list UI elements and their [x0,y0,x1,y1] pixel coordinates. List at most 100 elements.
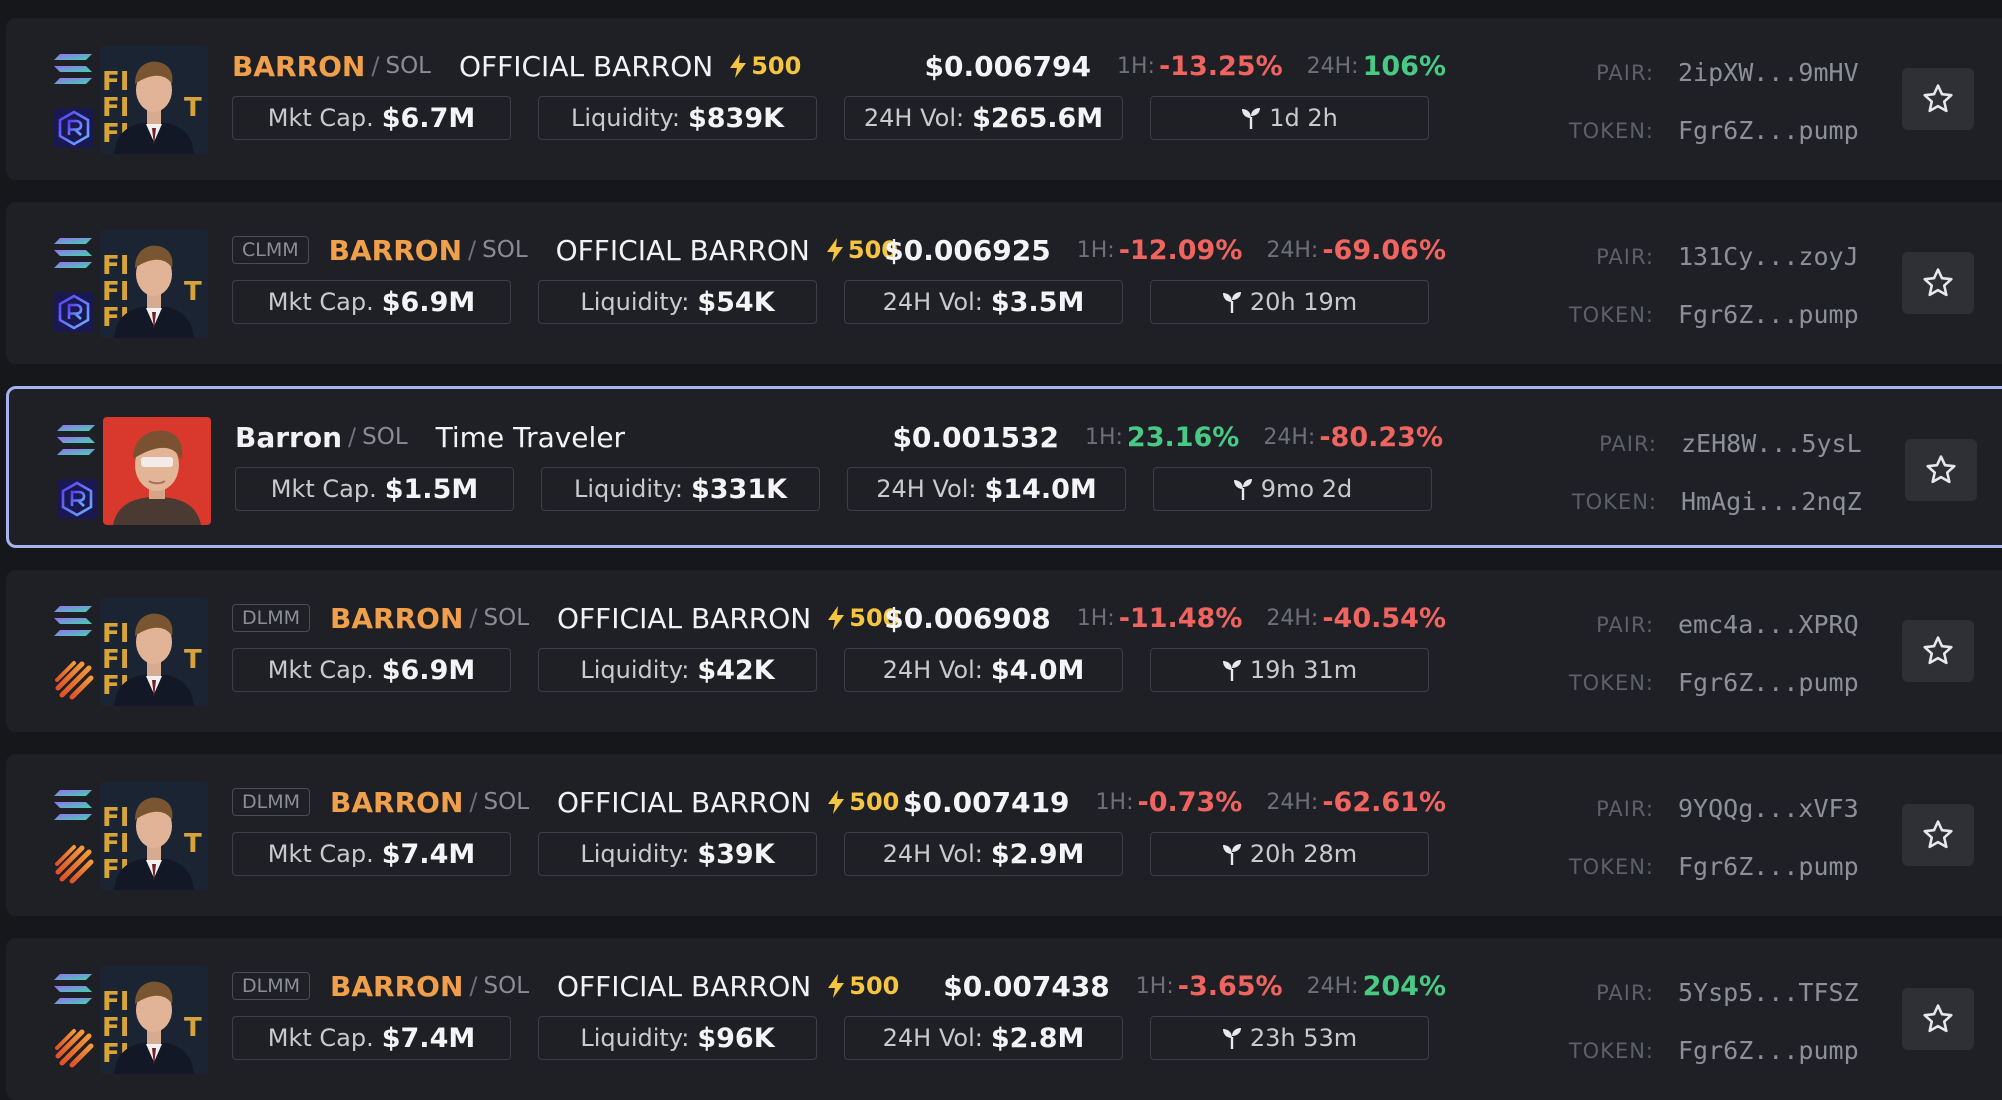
pair-address[interactable]: PAIR: 2ipXW...9mHV [1564,58,1859,87]
boost-badge[interactable]: 500 [827,604,899,632]
change-1h: -0.73% [1137,786,1243,818]
favorite-button[interactable] [1902,252,1974,314]
token-address-value[interactable]: Fgr6Z...pump [1678,852,1859,881]
base-symbol: BARRON [330,601,464,635]
liquidity: Liquidity: $96K [538,1016,817,1060]
solana-icon [54,790,92,820]
pair-address-value[interactable]: zEH8W...5ysL [1681,429,1862,458]
lightning-icon [826,238,843,262]
token-address-value[interactable]: Fgr6Z...pump [1678,300,1859,329]
favorite-button[interactable] [1905,439,1977,501]
base-symbol: BARRON [232,49,366,83]
token-address[interactable]: TOKEN: Fgr6Z...pump [1564,668,1859,697]
pair-row[interactable]: FI FI FI T DLMM BARRON / SOL OFFICIAL BARRO… [6,570,2002,732]
pair-row[interactable]: FI FI FI T CLMM BARRON / SOL OFFICIAL BARRO… [6,202,2002,364]
pair-address-value[interactable]: 9YQQg...xVF3 [1678,794,1859,823]
sprout-icon [1222,1028,1241,1049]
pair-address[interactable]: PAIR: zEH8W...5ysL [1567,429,1862,458]
market-cap-value: $7.4M [381,838,476,870]
lightning-icon [730,54,747,78]
pair-age: 1d 2h [1150,96,1429,140]
token-address[interactable]: TOKEN: HmAgi...2nqZ [1567,487,1862,516]
boost-badge[interactable]: 500 [826,236,898,264]
market-cap: Mkt Cap. $7.4M [232,1016,511,1060]
pair-address-value[interactable]: 5Ysp5...TFSZ [1678,978,1859,1007]
token-address-value[interactable]: HmAgi...2nqZ [1681,487,1862,516]
token-label: TOKEN: [1568,670,1654,695]
boost-badge[interactable]: 500 [729,52,801,80]
token-label: TOKEN: [1568,854,1654,879]
token-name: OFFICIAL BARRON [555,233,810,267]
token-address[interactable]: TOKEN: Fgr6Z...pump [1564,116,1859,145]
change-24h: -69.06% [1322,234,1446,266]
liquidity-value: $54K [697,286,775,318]
favorite-button[interactable] [1902,68,1974,130]
liquidity-label: Liquidity: [573,475,683,503]
price-usd: $0.007419 [903,785,1070,819]
star-icon [1923,1004,1953,1033]
volume-value: $265.6M [972,102,1104,134]
pair-address-value[interactable]: emc4a...XPRQ [1678,610,1859,639]
pair-row[interactable]: Barron / SOL Time Traveler $0.001532 1H:… [6,386,2002,548]
pair-row[interactable]: FI FI FI T BARRON / SOL OFFICIAL BARRON 500… [6,18,2002,180]
pair-age: 19h 31m [1150,648,1429,692]
favorite-button[interactable] [1902,620,1974,682]
liquidity-value: $42K [697,654,775,686]
change-1h-label: 1H: [1117,53,1155,79]
boost-badge[interactable]: 500 [827,788,899,816]
pair-slash: / [469,604,478,632]
meteora-icon [55,661,94,700]
volume-24h: 24H Vol: $265.6M [844,96,1123,140]
market-cap: Mkt Cap. $6.7M [232,96,511,140]
boost-badge[interactable]: 500 [827,972,899,1000]
pair-slash: / [468,236,477,264]
pair-address[interactable]: PAIR: 9YQQg...xVF3 [1564,794,1859,823]
pair-address[interactable]: PAIR: 131Cy...zoyJ [1564,242,1859,271]
token-address[interactable]: TOKEN: Fgr6Z...pump [1564,300,1859,329]
svg-text:FI: FI [102,1013,129,1043]
liquidity-label: Liquidity: [570,104,680,132]
token-address-value[interactable]: Fgr6Z...pump [1678,116,1859,145]
pair-age-value: 1d 2h [1269,104,1338,132]
svg-text:T: T [184,277,202,307]
quote-symbol: SOL [483,605,530,631]
market-cap-label: Mkt Cap. [267,840,374,868]
change-24h-label: 24H: [1266,237,1319,263]
pair-row[interactable]: FI FI FI T DLMM BARRON / SOL OFFICIAL BARRO… [6,938,2002,1100]
change-24h: -80.23% [1319,421,1443,453]
market-cap: Mkt Cap. $7.4M [232,832,511,876]
change-24h-label: 24H: [1263,424,1316,450]
star-icon [1923,820,1953,849]
pair-row[interactable]: FI FI FI T DLMM BARRON / SOL OFFICIAL BARRO… [6,754,2002,916]
token-avatar: FI FI FI T [100,782,208,890]
token-address-value[interactable]: Fgr6Z...pump [1678,1036,1859,1065]
pair-address[interactable]: PAIR: 5Ysp5...TFSZ [1564,978,1859,1007]
svg-text:FI: FI [102,803,129,833]
market-cap-value: $6.9M [381,654,476,686]
token-address[interactable]: TOKEN: Fgr6Z...pump [1564,1036,1859,1065]
favorite-button[interactable] [1902,988,1974,1050]
token-name: Time Traveler [435,420,626,454]
base-symbol: BARRON [330,785,464,819]
change-1h: -11.48% [1118,602,1243,634]
favorite-button[interactable] [1902,804,1974,866]
solana-icon [57,425,95,455]
sprout-icon [1242,108,1261,129]
liquidity-label: Liquidity: [580,1024,690,1052]
pair-address-value[interactable]: 2ipXW...9mHV [1678,58,1859,87]
pair-label: PAIR: [1596,60,1654,85]
token-label: TOKEN: [1571,489,1657,514]
pair-address[interactable]: PAIR: emc4a...XPRQ [1564,610,1859,639]
svg-text:FI: FI [102,277,129,307]
liquidity: Liquidity: $39K [538,832,817,876]
market-cap-label: Mkt Cap. [267,656,374,684]
volume-value: $2.9M [990,838,1085,870]
pair-address-value[interactable]: 131Cy...zoyJ [1678,242,1859,271]
svg-text:FI: FI [102,93,129,123]
token-address-value[interactable]: Fgr6Z...pump [1678,668,1859,697]
meteora-icon [55,845,94,884]
pair-slash: / [469,788,478,816]
token-address[interactable]: TOKEN: Fgr6Z...pump [1564,852,1859,881]
